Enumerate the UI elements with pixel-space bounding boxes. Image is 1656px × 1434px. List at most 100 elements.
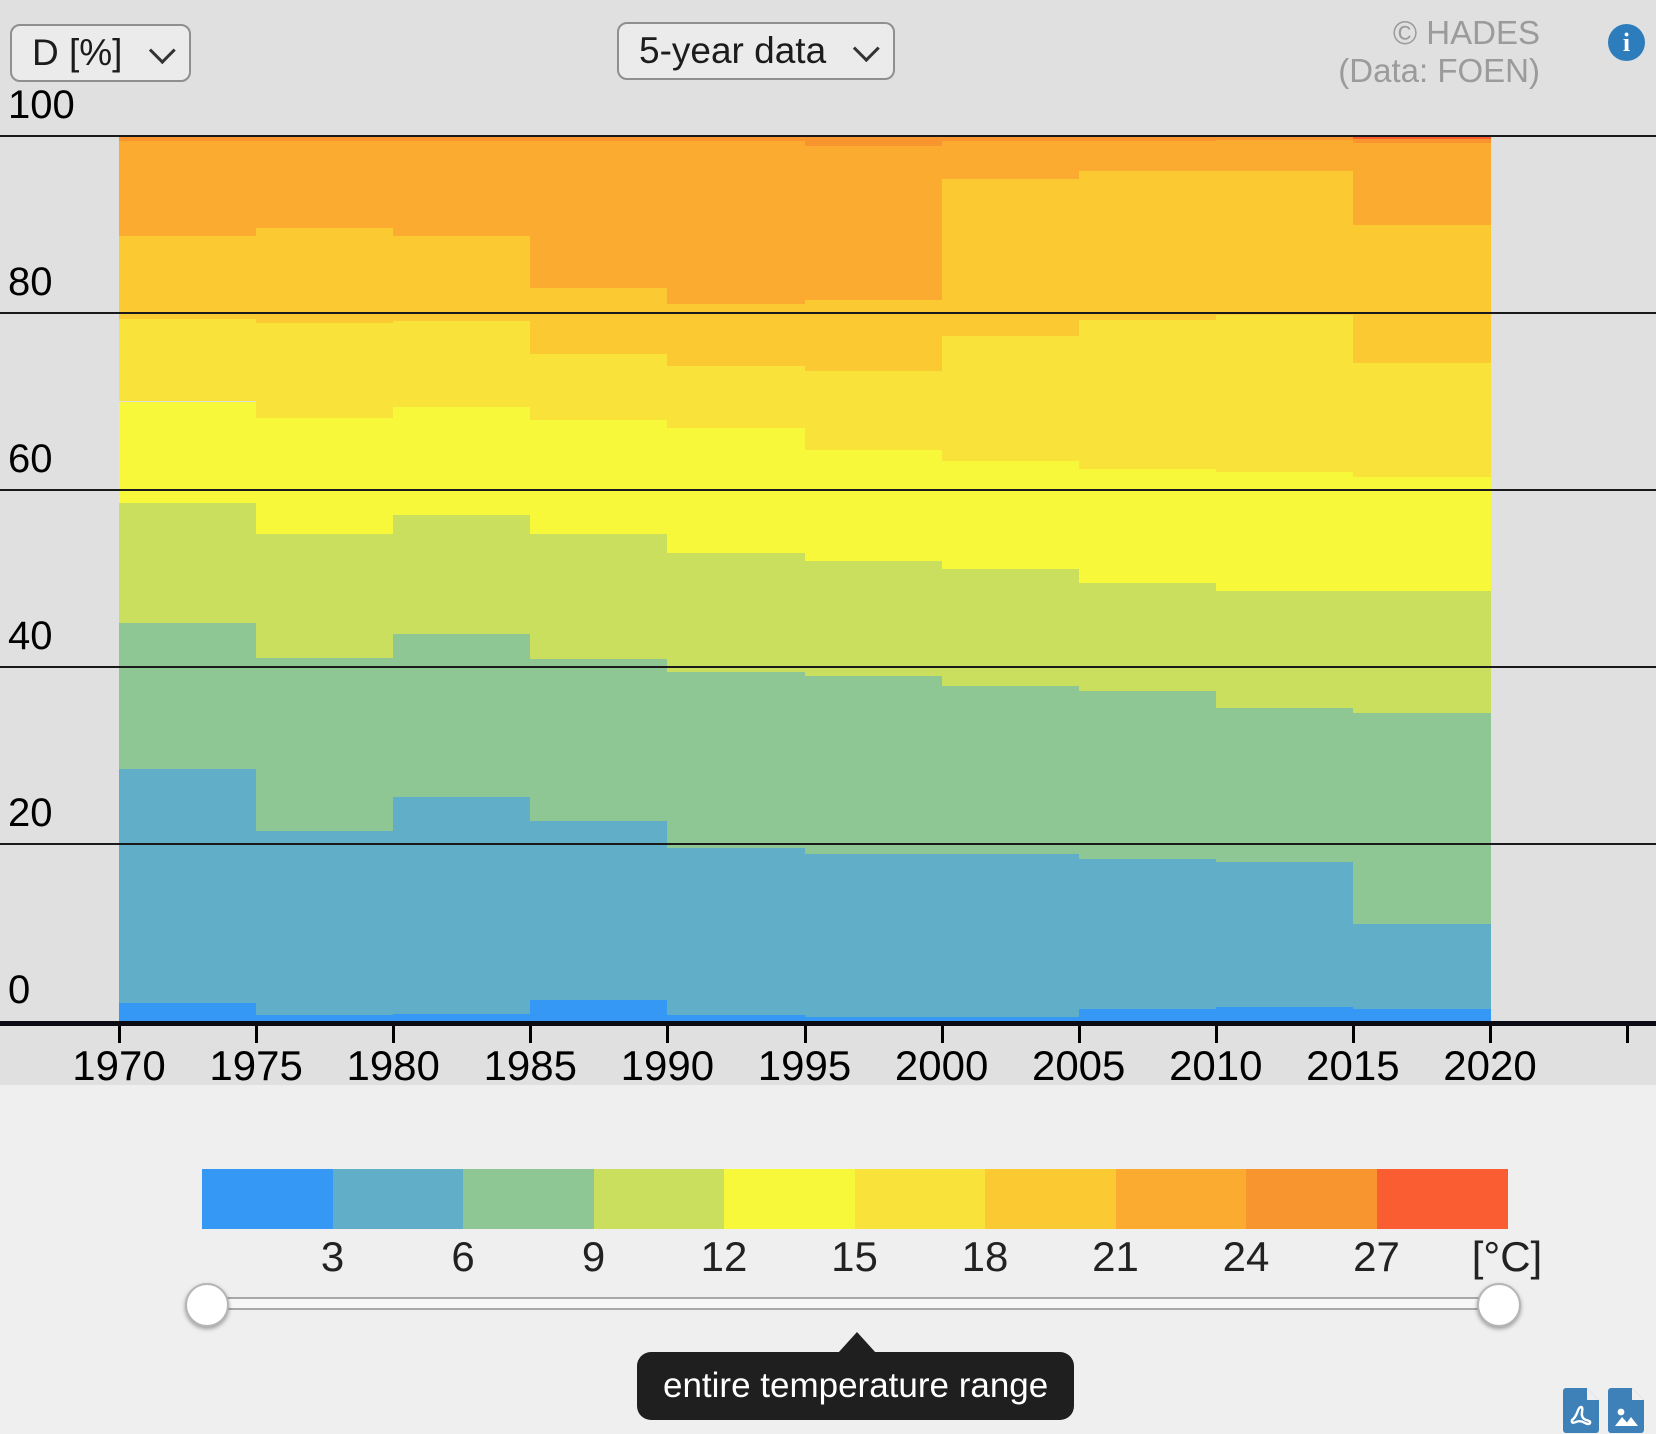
chart-band[interactable] [1215, 171, 1354, 315]
chart-band[interactable] [1078, 468, 1217, 583]
chart-band[interactable] [1215, 861, 1354, 1007]
chart-band[interactable] [941, 685, 1080, 854]
chart-band[interactable] [667, 366, 806, 429]
chart-band[interactable] [1215, 707, 1354, 862]
chart-band[interactable] [530, 659, 668, 821]
chart-band[interactable] [941, 336, 1080, 461]
chart-band[interactable] [256, 658, 394, 831]
chart-band[interactable] [393, 797, 531, 1014]
chart-band[interactable] [119, 1003, 257, 1021]
chart-band[interactable] [941, 136, 1080, 142]
chart-band[interactable] [1078, 320, 1217, 469]
chart-band[interactable] [1215, 590, 1354, 708]
chart-band[interactable] [941, 141, 1080, 180]
chart-band[interactable] [1352, 1008, 1491, 1021]
chart-band[interactable] [941, 853, 1080, 1017]
period-select[interactable]: 5-year data [617, 22, 896, 80]
chart-band[interactable] [256, 830, 394, 1015]
slider-handle-left[interactable] [185, 1283, 229, 1327]
y-axis-tick-label: 60 [8, 437, 53, 481]
chart-band[interactable] [1215, 136, 1354, 141]
chart-band[interactable] [1078, 1008, 1217, 1021]
chart-band[interactable] [530, 136, 668, 142]
chart-band[interactable] [667, 136, 806, 142]
chart-band[interactable] [530, 353, 668, 421]
chart-band[interactable] [119, 136, 257, 142]
chart-band[interactable] [393, 236, 531, 321]
chart-band[interactable] [393, 514, 531, 635]
chart-band[interactable] [530, 420, 668, 535]
temperature-range-slider-track[interactable] [205, 1297, 1509, 1310]
chart-band[interactable] [667, 672, 806, 849]
chart-band[interactable] [667, 1014, 806, 1021]
chart-band[interactable] [667, 141, 806, 305]
chart-band[interactable] [941, 568, 1080, 686]
chart-band[interactable] [530, 820, 668, 1000]
chart-band[interactable] [1352, 138, 1491, 144]
chart-band[interactable] [1215, 140, 1354, 172]
chart-band[interactable] [1078, 582, 1217, 691]
chart-band[interactable] [393, 406, 531, 515]
chart-band[interactable] [256, 418, 394, 535]
chart-band[interactable] [1078, 690, 1217, 860]
chart-band[interactable] [1352, 476, 1491, 591]
chart-band[interactable] [804, 299, 943, 371]
chart-band[interactable] [941, 1016, 1080, 1021]
chart-band[interactable] [1352, 713, 1491, 924]
chart-band[interactable] [530, 534, 668, 660]
chart-band[interactable] [393, 136, 531, 142]
chart-band[interactable] [667, 304, 806, 367]
chart-band[interactable] [393, 634, 531, 798]
chart-band[interactable] [1352, 923, 1491, 1009]
chart-band[interactable] [256, 141, 394, 229]
chart-band[interactable] [1078, 171, 1217, 321]
chart-band[interactable] [1078, 141, 1217, 172]
chart-band[interactable] [804, 675, 943, 854]
chart-band[interactable] [667, 552, 806, 673]
chart-band[interactable] [1352, 136, 1491, 139]
chart-band[interactable] [119, 768, 257, 1004]
chart-band[interactable] [804, 450, 943, 561]
chart-band[interactable] [804, 1016, 943, 1021]
chart-band[interactable] [530, 141, 668, 289]
chart-band[interactable] [119, 622, 257, 769]
chart-band[interactable] [1352, 363, 1491, 477]
chart-band[interactable] [804, 853, 943, 1017]
chart-band[interactable] [256, 1014, 394, 1021]
chart-band[interactable] [804, 560, 943, 676]
chart-band[interactable] [256, 534, 394, 659]
chart-band[interactable] [393, 320, 531, 407]
chart-band[interactable] [530, 999, 668, 1021]
chart-band[interactable] [667, 848, 806, 1015]
chart-band[interactable] [804, 136, 943, 146]
chart-band[interactable] [119, 319, 257, 402]
chart-band[interactable] [256, 228, 394, 323]
chart-band[interactable] [941, 460, 1080, 569]
export-pdf-icon[interactable] [1563, 1388, 1599, 1433]
chart-band[interactable] [1078, 859, 1217, 1009]
chart-band[interactable] [256, 322, 394, 419]
chart-band[interactable] [530, 288, 668, 354]
chart-band[interactable] [1215, 472, 1354, 591]
chart-band[interactable] [1078, 136, 1217, 142]
chart-band[interactable] [804, 370, 943, 451]
chart-band[interactable] [119, 401, 257, 504]
metric-select[interactable]: D [%] [10, 24, 192, 82]
slider-handle-right[interactable] [1477, 1283, 1521, 1327]
chart-band[interactable] [1352, 590, 1491, 713]
chart-band[interactable] [941, 179, 1080, 336]
chart-band[interactable] [119, 503, 257, 623]
chart-band[interactable] [119, 236, 257, 320]
chart-band[interactable] [804, 145, 943, 300]
chart-band[interactable] [1215, 1006, 1354, 1021]
chart-band[interactable] [1352, 225, 1491, 364]
copyright-line2: (Data: FOEN) [1338, 52, 1540, 89]
chart-band[interactable] [1352, 143, 1491, 226]
chart-band[interactable] [393, 141, 531, 236]
export-image-icon[interactable] [1608, 1388, 1644, 1433]
chart-band[interactable] [119, 141, 257, 236]
chart-band[interactable] [1215, 314, 1354, 473]
chart-band[interactable] [393, 1013, 531, 1021]
chart-band[interactable] [256, 136, 394, 142]
info-icon[interactable]: i [1608, 24, 1645, 61]
